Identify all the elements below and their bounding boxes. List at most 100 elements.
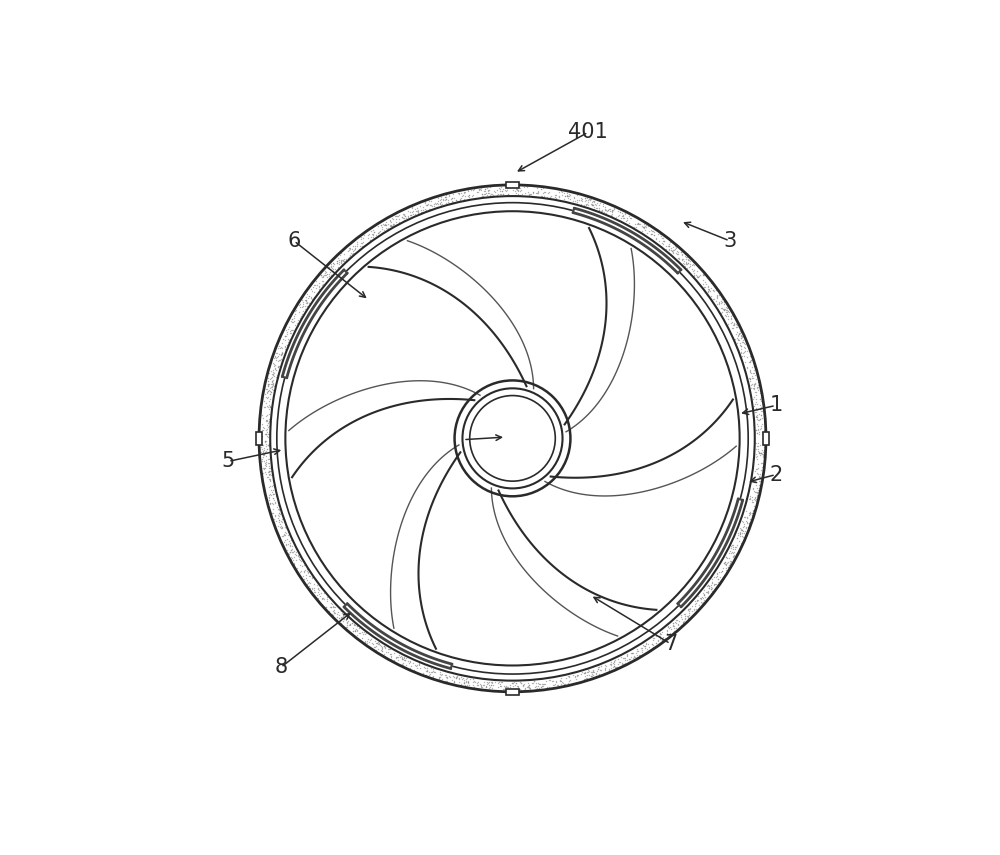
Point [326, 604, 342, 617]
Point [262, 392, 278, 406]
Point [533, 182, 549, 196]
Point [714, 295, 730, 309]
Point [307, 585, 323, 598]
Point [497, 681, 513, 694]
Point [697, 280, 713, 294]
Point [258, 437, 274, 451]
Point [384, 219, 400, 233]
Point [723, 540, 739, 553]
Point [419, 663, 435, 677]
Point [514, 187, 530, 201]
Point [498, 185, 514, 198]
Point [301, 580, 317, 593]
Point [689, 268, 705, 282]
Point [742, 492, 758, 506]
Point [646, 228, 662, 242]
Point [555, 675, 571, 689]
Point [388, 651, 404, 664]
Point [675, 616, 691, 630]
Point [288, 304, 304, 317]
Point [707, 577, 723, 591]
Point [525, 186, 541, 200]
Point [473, 181, 489, 195]
Point [253, 429, 269, 443]
Point [345, 246, 361, 260]
Point [606, 659, 622, 673]
Point [679, 610, 695, 623]
Point [487, 185, 503, 198]
Point [566, 192, 582, 205]
Point [725, 542, 741, 556]
Point [712, 570, 728, 584]
Point [483, 678, 499, 692]
Point [442, 670, 458, 684]
Point [386, 653, 402, 667]
Point [636, 639, 652, 652]
Point [262, 486, 278, 500]
Point [326, 605, 342, 619]
Point [261, 456, 277, 469]
Point [684, 262, 700, 276]
Point [426, 198, 442, 211]
Point [306, 577, 322, 591]
Point [750, 483, 766, 497]
Point [615, 208, 631, 221]
Point [561, 674, 577, 687]
Point [741, 516, 757, 530]
Point [629, 642, 645, 656]
Point [697, 275, 713, 289]
Point [754, 404, 770, 418]
Point [646, 631, 662, 645]
Point [281, 321, 297, 334]
Point [255, 461, 271, 475]
Point [377, 641, 393, 655]
Point [325, 599, 341, 613]
Point [298, 290, 314, 304]
Point [258, 423, 274, 437]
Point [711, 565, 727, 579]
Point [296, 564, 312, 578]
Point [499, 183, 515, 197]
Point [308, 281, 324, 295]
Point [751, 425, 767, 439]
Point [374, 642, 390, 656]
Point [755, 450, 771, 463]
Point [473, 679, 489, 693]
Point [479, 188, 495, 202]
Point [274, 520, 290, 534]
Point [271, 363, 287, 376]
Point [594, 203, 610, 217]
Point [259, 425, 275, 439]
Point [748, 410, 764, 424]
Point [751, 469, 767, 483]
Point [517, 186, 533, 199]
Point [721, 546, 737, 560]
Point [262, 498, 278, 511]
Point [326, 600, 342, 614]
Point [304, 292, 320, 305]
Point [290, 313, 306, 327]
Point [601, 662, 617, 675]
Point [465, 188, 481, 202]
Point [703, 586, 719, 599]
Point [750, 461, 766, 475]
Point [256, 400, 272, 414]
Point [656, 233, 672, 247]
Point [747, 377, 763, 391]
Point [507, 683, 523, 697]
Point [258, 396, 274, 410]
Point [360, 227, 376, 241]
Point [264, 377, 280, 391]
Point [747, 385, 763, 398]
Point [698, 277, 714, 291]
Point [583, 192, 599, 206]
Point [744, 506, 760, 520]
Point [752, 412, 768, 426]
Point [643, 223, 659, 237]
Point [265, 377, 281, 391]
Point [735, 520, 751, 534]
Point [419, 664, 435, 678]
Point [311, 280, 327, 293]
Point [721, 305, 737, 319]
Point [735, 345, 751, 359]
